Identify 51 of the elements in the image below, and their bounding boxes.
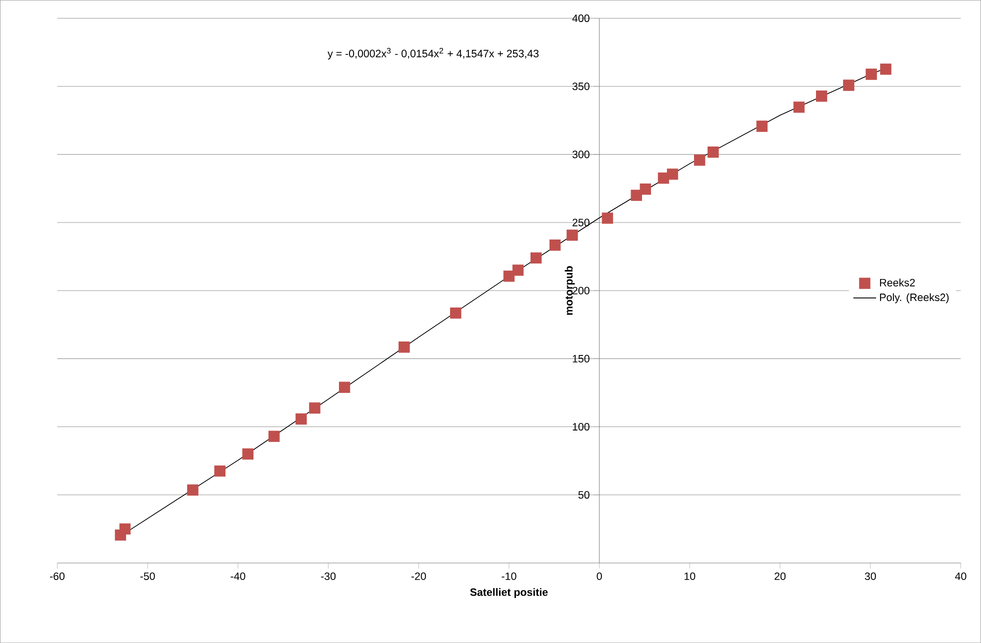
point [843,80,854,91]
x-tick-label: -20 [411,572,426,580]
y-tick-label: 350 [572,82,590,90]
y-tick-label: 200 [572,286,590,294]
point [398,341,410,353]
point [549,239,561,251]
y-tick-label: 150 [572,354,590,362]
point [602,212,614,224]
point [242,448,254,460]
y-tick-label: 50 [578,491,590,499]
annotation: y = -0,0002x$^{3}$ - 0,0154x$^{2}$ + 4,1547x + 253,43 [328,48,539,60]
point [296,413,307,425]
point [530,252,542,264]
point [187,484,198,496]
point [640,183,652,195]
y-tick-label: 100 [572,422,590,430]
x-tick-label: -50 [140,572,155,580]
point [450,307,462,319]
point [816,90,828,102]
legend-label: Reeks2 [880,278,915,286]
x-tick-label: -40 [230,572,246,580]
x-tick-label: 30 [864,572,876,580]
point [666,168,678,180]
point [566,229,578,241]
point [214,465,226,477]
point [309,402,320,414]
point [630,190,642,201]
x-tick-label: 20 [774,572,786,580]
point [119,523,131,534]
point [756,120,768,132]
point [793,101,805,113]
x-tick-label: 40 [955,572,966,580]
x-tick-label: -30 [321,572,336,580]
y-tick-label: 300 [572,150,590,158]
point [694,154,706,166]
point [268,430,280,442]
x-tick-label: 10 [684,572,696,580]
point [503,270,515,282]
legend-label: Poly. (Reeks2) [880,293,949,304]
y-axis-title: motorpub [564,266,575,315]
point [880,63,892,75]
x-tick-label: -60 [50,572,65,580]
point [866,68,877,80]
point [708,146,719,158]
x-tick-label: -10 [502,572,516,580]
point [338,382,350,393]
y-tick-label: 250 [572,218,590,226]
x-tick-label: 0 [596,572,602,580]
point [512,264,524,276]
y-tick-label: 400 [572,14,590,22]
x-axis-title: Satelliet positie [470,588,548,598]
